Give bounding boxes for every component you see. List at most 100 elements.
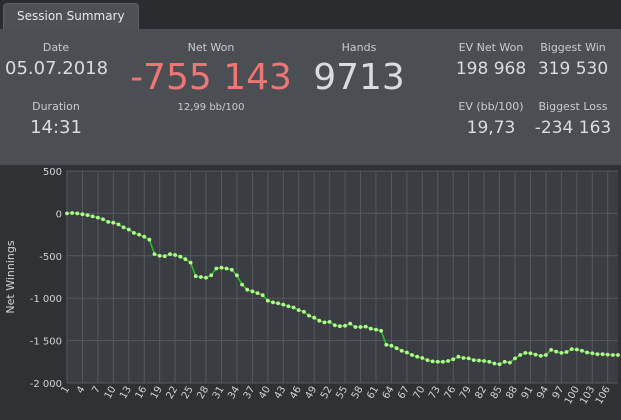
data-point (441, 359, 445, 364)
data-point (559, 351, 564, 355)
data-point (219, 265, 224, 270)
net-won-bb100: 12,99 bb/100 (177, 102, 245, 113)
data-point (137, 232, 142, 237)
data-point (616, 353, 620, 357)
x-tick-label: 70 (412, 385, 428, 402)
biggest-win-value: 319 530 (537, 59, 609, 79)
x-tick-label: 94 (535, 385, 551, 402)
y-tick-label: -1 000 (30, 294, 62, 305)
biggest-win-label: Biggest Win (540, 41, 606, 54)
tab-session-summary[interactable]: Session Summary (3, 3, 139, 29)
data-point (121, 225, 126, 230)
data-point (358, 325, 363, 329)
data-point (90, 214, 95, 219)
data-point (240, 282, 245, 287)
data-point (332, 323, 337, 328)
data-point (70, 211, 74, 215)
ev-bb100-stat: EV (bb/100) 19,73 (446, 100, 536, 138)
x-tick-label: 7 (90, 385, 103, 396)
x-tick-label: 85 (489, 385, 505, 402)
data-point (157, 253, 162, 258)
x-tick-label: 4 (75, 385, 88, 396)
x-tick-label: 16 (134, 385, 150, 402)
data-point (451, 357, 456, 362)
data-point (513, 356, 517, 361)
y-tick-label: -1 500 (30, 337, 62, 348)
data-point (374, 327, 378, 332)
data-point (235, 273, 239, 278)
plot-area (67, 171, 618, 383)
data-point (611, 353, 615, 357)
x-tick-label: 106 (594, 385, 613, 407)
x-tick-label: 52 (319, 385, 335, 402)
data-point (564, 350, 569, 354)
data-point (209, 273, 214, 278)
x-tick-label: 22 (164, 385, 180, 402)
data-point (80, 212, 85, 217)
x-tick-label: 37 (242, 385, 258, 402)
data-point (265, 298, 270, 303)
x-tick-label: 40 (257, 385, 273, 402)
hands-stat: Hands 9713 (300, 41, 418, 99)
x-tick-label: 49 (303, 385, 319, 402)
ev-bb100-label: EV (bb/100) (458, 100, 524, 113)
y-tick-label: -500 (39, 252, 62, 263)
data-point (544, 353, 548, 357)
x-tick-label: 73 (427, 385, 443, 402)
data-point (368, 326, 373, 331)
x-tick-label: 100 (563, 385, 582, 407)
data-point (497, 362, 502, 367)
date-stat: Date 05.07.2018 (5, 41, 108, 79)
data-point (260, 293, 265, 298)
net-won-label: Net Won (187, 41, 235, 54)
data-point (271, 300, 275, 305)
y-tick-label: -2 000 (30, 379, 62, 390)
data-point (569, 347, 574, 351)
data-point (420, 356, 425, 360)
data-point (229, 267, 234, 272)
x-tick-label: 19 (149, 385, 165, 402)
data-point (255, 291, 260, 295)
data-point (132, 231, 136, 235)
x-tick-label: 61 (365, 385, 381, 402)
tab-bar: Session Summary (0, 0, 621, 29)
data-point (65, 211, 69, 216)
data-point (85, 213, 90, 217)
x-tick-label: 67 (396, 385, 412, 402)
data-point (528, 351, 533, 356)
data-point (126, 227, 131, 232)
data-point (605, 352, 610, 357)
data-point (580, 348, 584, 353)
duration-stat: Duration 14:31 (5, 100, 107, 138)
data-point (250, 289, 255, 294)
data-point (204, 275, 208, 280)
data-point (549, 348, 553, 352)
x-tick-label: 13 (118, 385, 134, 402)
x-tick-label: 10 (103, 385, 119, 402)
data-point (338, 324, 342, 329)
data-point (590, 351, 595, 356)
data-point (142, 234, 147, 239)
data-point (152, 252, 157, 256)
data-point (224, 266, 229, 271)
x-tick-label: 43 (273, 385, 289, 402)
data-point (477, 358, 481, 363)
data-point (502, 359, 507, 364)
hands-label: Hands (341, 41, 377, 54)
data-point (554, 349, 559, 354)
data-point (193, 274, 198, 279)
data-point (348, 321, 353, 326)
duration-value: 14:31 (30, 117, 82, 138)
data-point (435, 359, 440, 364)
net-winnings-chart: 500 0 -500 -1 000 -1 500 -2 000 1 4 7 10 13 16 19 22… (0, 165, 621, 416)
data-point (147, 237, 152, 242)
data-point (286, 304, 291, 309)
data-point (173, 253, 178, 257)
data-point (518, 353, 523, 357)
data-point (389, 343, 394, 348)
data-point (291, 305, 296, 310)
hands-value: 9713 (313, 57, 405, 98)
duration-label: Duration (32, 100, 80, 113)
data-point (508, 360, 512, 365)
data-point (394, 346, 399, 351)
